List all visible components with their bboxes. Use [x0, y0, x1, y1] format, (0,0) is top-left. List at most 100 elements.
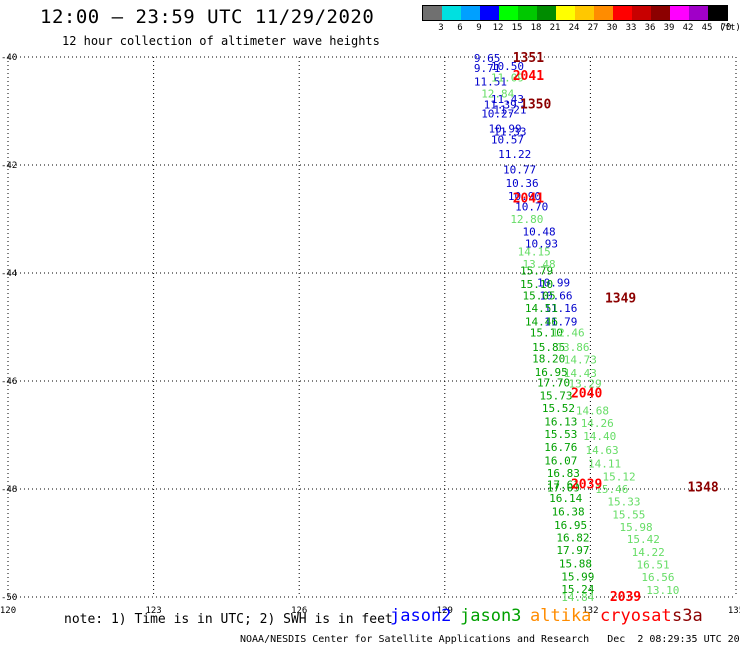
- data-point-label: 11.51: [474, 75, 507, 88]
- scale-swatch: [613, 6, 632, 20]
- data-point-label: 10.50: [491, 60, 524, 73]
- scale-swatch: [518, 6, 537, 20]
- data-point-label: 15.79: [520, 264, 553, 277]
- color-scale-swatches: [422, 5, 728, 21]
- scale-label: 15: [511, 23, 523, 33]
- data-point-label: 15.55: [612, 508, 645, 521]
- y-tick-label: -46: [1, 377, 17, 387]
- data-point-label: 16.95: [554, 519, 587, 532]
- data-point-label: 16.95: [535, 366, 568, 379]
- y-tick-label: -50: [1, 593, 17, 603]
- data-point-label: 12.84: [481, 88, 514, 101]
- data-point-label: 1351: [513, 51, 544, 66]
- data-point-label: 14.73: [564, 353, 597, 366]
- data-point-label: 13.29: [569, 378, 602, 391]
- data-point-label: 11.39: [484, 99, 517, 112]
- footnote: note: 1) Time is in UTC; 2) SWH is in fe…: [64, 612, 393, 627]
- scale-label: 30: [606, 23, 618, 33]
- data-point-label: 14.63: [586, 444, 619, 457]
- x-tick-label: 120: [0, 606, 16, 616]
- y-tick-label: -44: [1, 269, 17, 279]
- data-point-label: 10.77: [503, 163, 536, 176]
- data-point-label: 15.12: [603, 471, 636, 484]
- scale-label: 6: [457, 23, 463, 33]
- x-tick-label: 126: [291, 606, 307, 616]
- data-point-label: 10.93: [525, 237, 558, 250]
- x-tick-label: 132: [582, 606, 598, 616]
- data-point-label: 10.90: [508, 190, 541, 203]
- data-point-label: 17.61: [547, 479, 580, 492]
- data-point-label: 15.88: [559, 558, 592, 571]
- scale-label: 39: [663, 23, 675, 33]
- legend-item: jason3: [460, 606, 522, 626]
- data-point-label: 2039: [610, 590, 641, 605]
- data-point-label: 15.46: [595, 483, 628, 496]
- scale-swatch: [499, 6, 518, 20]
- data-point-label: 10.36: [505, 177, 538, 190]
- data-point-label: 2041: [513, 69, 544, 84]
- x-tick-label: 129: [437, 606, 453, 616]
- data-point-label: 15.42: [627, 533, 660, 546]
- data-point-label: 11.79: [544, 316, 577, 329]
- data-point-label: 15.24: [561, 583, 594, 596]
- page-subtitle: 12 hour collection of altimeter wave hei…: [62, 34, 380, 48]
- data-point-label: 16.13: [544, 416, 577, 429]
- credits-footer: NOAA/NESDIS Center for Satellite Applica…: [240, 634, 740, 645]
- data-point-label: 14.15: [518, 245, 551, 258]
- scale-label: 70: [720, 23, 732, 33]
- scale-unit: (ft): [719, 23, 740, 33]
- data-point-label: 16.76: [544, 441, 577, 454]
- scale-swatch: [442, 6, 461, 20]
- data-point-label: 15.98: [620, 521, 653, 534]
- data-point-label: 15.10: [520, 278, 553, 291]
- data-point-label: 1350: [520, 98, 551, 113]
- data-point-label: 2039: [571, 478, 602, 493]
- data-point-label: 15.10: [530, 326, 563, 339]
- data-point-label: 16.56: [641, 571, 674, 584]
- data-point-label: 15.33: [607, 495, 640, 508]
- scale-label: 12: [492, 23, 504, 33]
- data-point-label: 15.85: [532, 341, 565, 354]
- data-point-label: 11.21: [493, 103, 526, 116]
- scale-label: 33: [625, 23, 637, 33]
- data-point-label: 14.26: [581, 417, 614, 430]
- data-point-label: 10.99: [488, 122, 521, 135]
- data-point-label: 10.99: [537, 277, 570, 290]
- data-point-label: 13.48: [522, 258, 555, 271]
- data-point-label: 17.70: [537, 377, 570, 390]
- data-point-label: 11.43: [491, 93, 524, 106]
- legend-item: s3a: [672, 606, 703, 626]
- data-point-label: 16.38: [552, 506, 585, 519]
- scale-swatch: [689, 6, 708, 20]
- data-point-label: 10.27: [481, 108, 514, 121]
- data-point-label: 2040: [571, 386, 602, 401]
- data-point-label: 15.05: [522, 290, 555, 303]
- data-point-label: 13.10: [646, 584, 679, 597]
- scale-label: 36: [644, 23, 656, 33]
- data-point-label: 9.65: [474, 52, 501, 65]
- data-point-label: 10.57: [491, 134, 524, 147]
- scale-swatch: [575, 6, 594, 20]
- color-scale-labels: 3 6 9 12 15 18 21 24 27 30 33 36 39 42 45 70 (ft): [422, 21, 740, 35]
- scale-label: 21: [549, 23, 561, 33]
- color-scale: 3 6 9 12 15 18 21 24 27 30 33 36 39 42 45 70 (ft): [422, 5, 740, 35]
- data-point-label: 10.48: [522, 225, 555, 238]
- x-tick-label: 123: [145, 606, 161, 616]
- data-point-label: 12.80: [510, 213, 543, 226]
- data-point-label: 18.20: [532, 352, 565, 365]
- scale-label: 18: [530, 23, 542, 33]
- data-point-label: 17.09: [547, 481, 580, 494]
- scale-label: 9: [476, 23, 482, 33]
- scale-label: 42: [682, 23, 694, 33]
- scale-swatch: [423, 6, 442, 20]
- data-point-label: 16.07: [544, 454, 577, 467]
- data-point-label: 1349: [605, 291, 636, 306]
- data-point-label: 14.40: [583, 430, 616, 443]
- data-point-label: 14.43: [564, 367, 597, 380]
- data-point-label: 15.73: [539, 390, 572, 403]
- y-tick-label: -40: [1, 53, 17, 63]
- data-point-label: 11.33: [493, 126, 526, 139]
- data-point-label: 11.16: [544, 302, 577, 315]
